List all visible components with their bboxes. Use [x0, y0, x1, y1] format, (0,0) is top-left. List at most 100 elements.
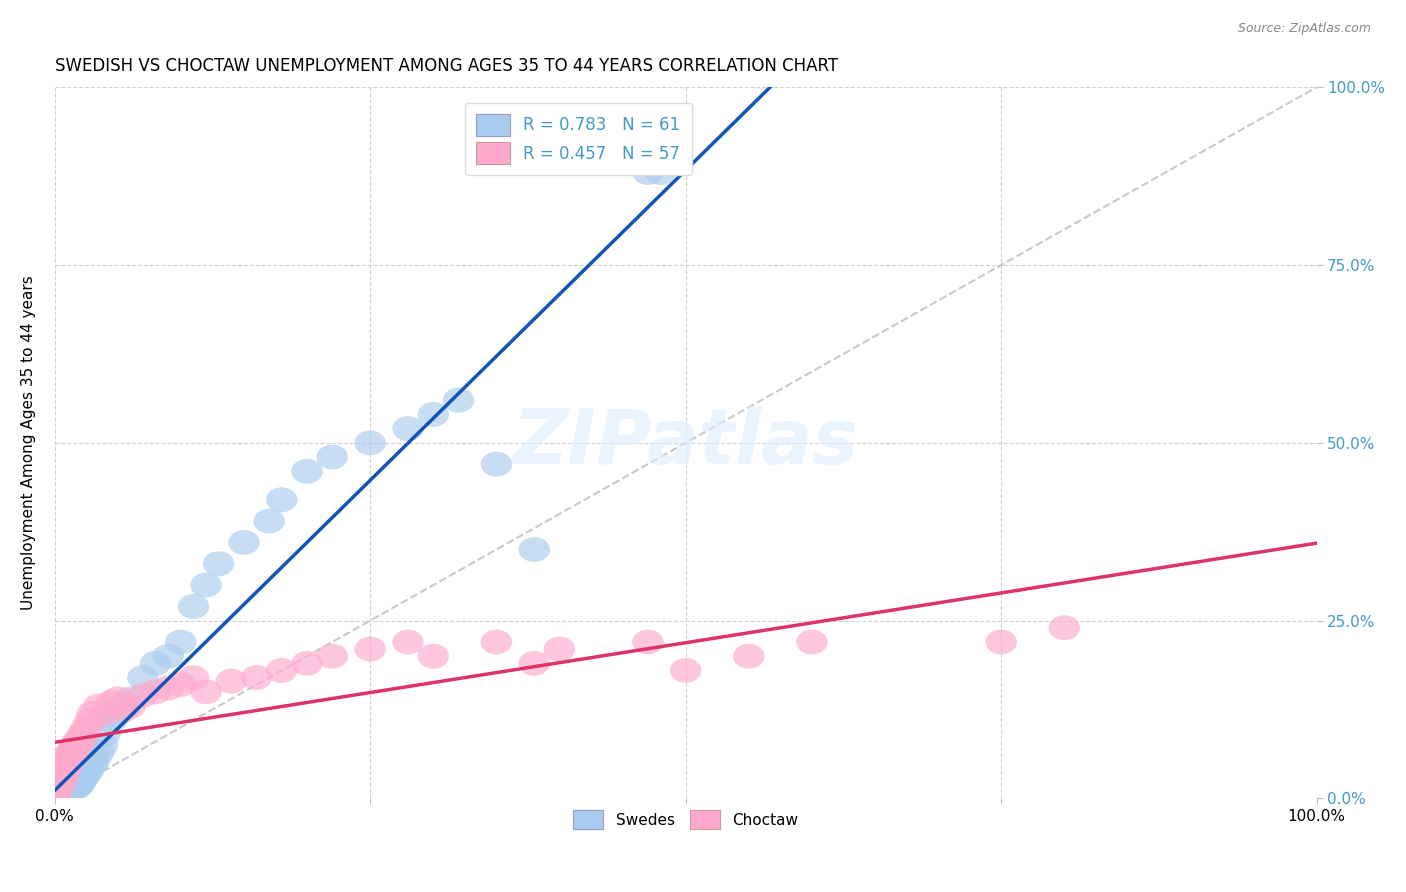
Ellipse shape	[190, 573, 222, 598]
Ellipse shape	[253, 508, 285, 533]
Ellipse shape	[544, 637, 575, 662]
Ellipse shape	[291, 458, 323, 483]
Ellipse shape	[42, 784, 73, 809]
Ellipse shape	[114, 687, 146, 711]
Ellipse shape	[41, 779, 72, 804]
Ellipse shape	[190, 680, 222, 704]
Ellipse shape	[65, 729, 96, 754]
Ellipse shape	[215, 669, 247, 694]
Ellipse shape	[83, 739, 114, 764]
Ellipse shape	[114, 694, 146, 718]
Ellipse shape	[59, 736, 90, 761]
Ellipse shape	[291, 651, 323, 676]
Ellipse shape	[65, 771, 96, 796]
Ellipse shape	[44, 782, 76, 807]
Ellipse shape	[49, 757, 80, 782]
Ellipse shape	[75, 707, 105, 732]
Ellipse shape	[96, 707, 127, 732]
Ellipse shape	[51, 754, 82, 779]
Ellipse shape	[59, 774, 90, 799]
Ellipse shape	[67, 722, 100, 747]
Ellipse shape	[108, 694, 139, 718]
Ellipse shape	[90, 701, 121, 725]
Ellipse shape	[669, 658, 702, 683]
Ellipse shape	[52, 778, 83, 803]
Ellipse shape	[633, 160, 664, 185]
Ellipse shape	[83, 694, 114, 718]
Ellipse shape	[55, 739, 87, 764]
Ellipse shape	[44, 768, 76, 793]
Ellipse shape	[56, 776, 89, 801]
Ellipse shape	[418, 402, 449, 427]
Ellipse shape	[44, 783, 75, 808]
Text: ZIPatlas: ZIPatlas	[513, 406, 859, 480]
Ellipse shape	[46, 781, 77, 806]
Ellipse shape	[77, 750, 108, 775]
Ellipse shape	[70, 714, 101, 739]
Ellipse shape	[354, 430, 385, 455]
Ellipse shape	[127, 665, 159, 690]
Ellipse shape	[41, 784, 73, 809]
Ellipse shape	[443, 388, 474, 413]
Ellipse shape	[44, 772, 75, 797]
Ellipse shape	[41, 785, 72, 810]
Ellipse shape	[481, 630, 512, 655]
Ellipse shape	[48, 764, 79, 789]
Ellipse shape	[90, 722, 121, 747]
Ellipse shape	[53, 775, 86, 800]
Ellipse shape	[46, 781, 77, 806]
Ellipse shape	[48, 780, 80, 805]
Ellipse shape	[108, 698, 139, 722]
Ellipse shape	[177, 665, 209, 690]
Y-axis label: Unemployment Among Ages 35 to 44 years: Unemployment Among Ages 35 to 44 years	[21, 276, 35, 610]
Ellipse shape	[42, 772, 75, 797]
Ellipse shape	[70, 761, 101, 786]
Ellipse shape	[73, 757, 104, 782]
Ellipse shape	[48, 781, 79, 806]
Ellipse shape	[240, 665, 273, 690]
Ellipse shape	[58, 736, 90, 761]
Ellipse shape	[46, 761, 77, 786]
Text: SWEDISH VS CHOCTAW UNEMPLOYMENT AMONG AGES 35 TO 44 YEARS CORRELATION CHART: SWEDISH VS CHOCTAW UNEMPLOYMENT AMONG AG…	[55, 56, 838, 75]
Ellipse shape	[165, 630, 197, 655]
Ellipse shape	[58, 773, 90, 798]
Ellipse shape	[79, 747, 111, 772]
Ellipse shape	[96, 690, 127, 714]
Ellipse shape	[45, 782, 76, 807]
Ellipse shape	[644, 160, 676, 185]
Ellipse shape	[77, 701, 108, 725]
Ellipse shape	[266, 487, 298, 512]
Ellipse shape	[49, 779, 80, 804]
Ellipse shape	[52, 750, 83, 775]
Ellipse shape	[42, 775, 73, 800]
Ellipse shape	[63, 772, 94, 797]
Ellipse shape	[55, 777, 87, 802]
Ellipse shape	[45, 768, 76, 793]
Ellipse shape	[796, 630, 828, 655]
Ellipse shape	[42, 783, 75, 808]
Ellipse shape	[53, 743, 86, 768]
Ellipse shape	[392, 630, 423, 655]
Ellipse shape	[45, 780, 77, 805]
Ellipse shape	[316, 644, 349, 669]
Ellipse shape	[66, 722, 98, 747]
Ellipse shape	[60, 775, 91, 800]
Ellipse shape	[65, 768, 97, 793]
Ellipse shape	[986, 630, 1017, 655]
Ellipse shape	[62, 772, 93, 797]
Ellipse shape	[56, 743, 89, 768]
Ellipse shape	[66, 766, 98, 791]
Ellipse shape	[51, 780, 82, 805]
Ellipse shape	[733, 644, 765, 669]
Ellipse shape	[152, 676, 184, 701]
Ellipse shape	[127, 683, 159, 707]
Ellipse shape	[165, 673, 197, 698]
Ellipse shape	[139, 651, 172, 676]
Ellipse shape	[177, 594, 209, 619]
Ellipse shape	[46, 764, 77, 789]
Ellipse shape	[101, 687, 134, 711]
Ellipse shape	[392, 417, 423, 441]
Ellipse shape	[418, 644, 449, 669]
Legend: Swedes, Choctaw: Swedes, Choctaw	[565, 802, 806, 837]
Ellipse shape	[1049, 615, 1080, 640]
